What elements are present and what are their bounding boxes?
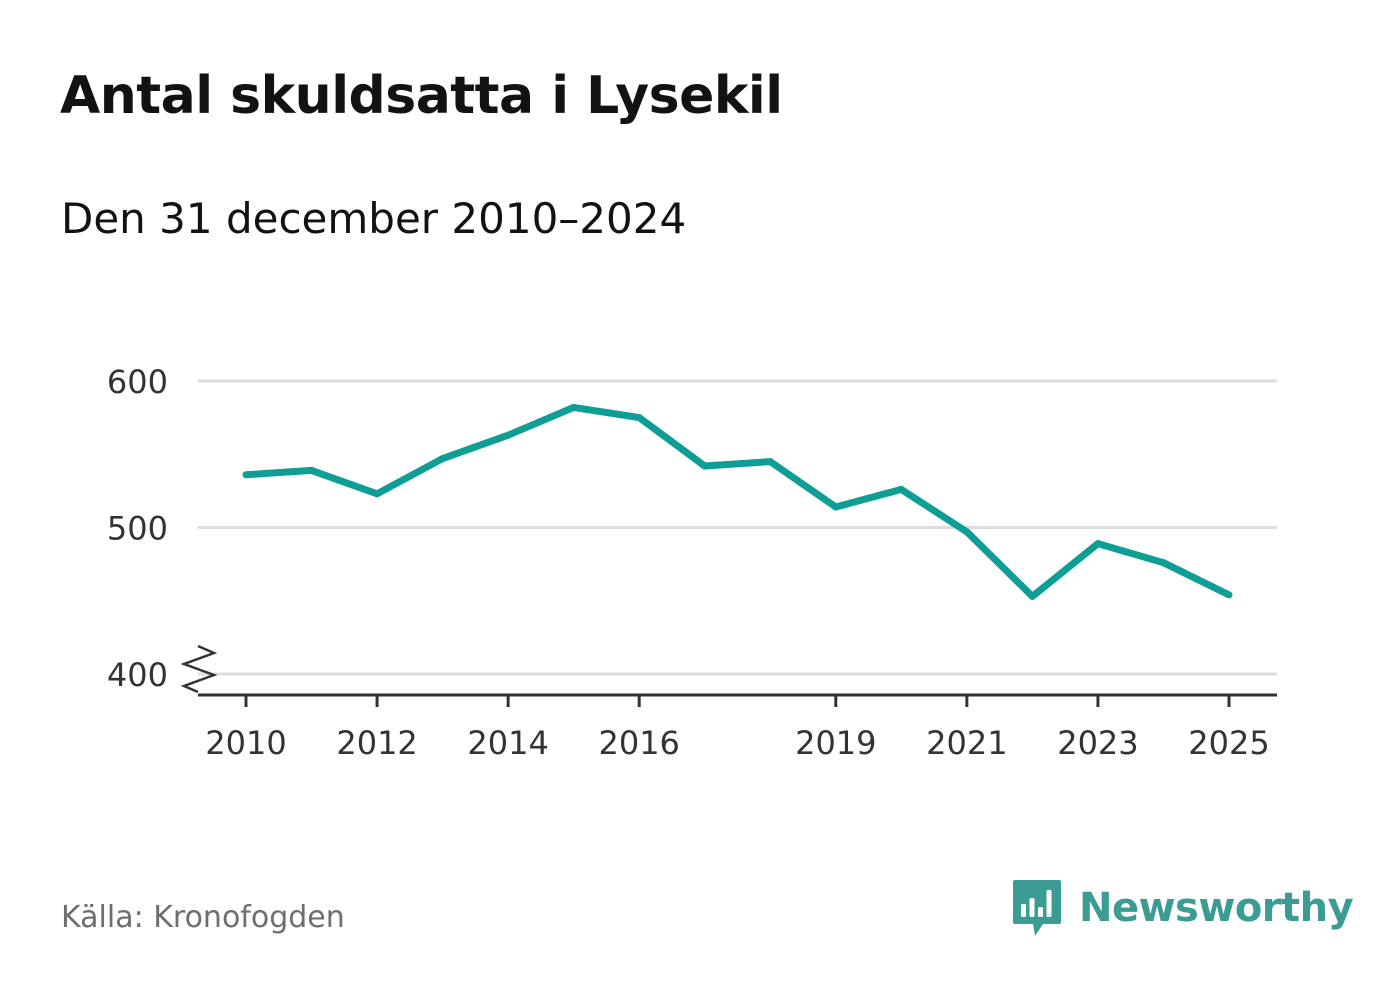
data-point-2016 [635,414,643,422]
data-point-2023 [1094,540,1102,548]
data-point-2017 [701,462,709,470]
x-tick-label: 2023 [1057,724,1138,762]
y-tick-label: 600 [107,363,168,401]
data-point-2021 [963,528,971,536]
x-tick-label: 2025 [1188,724,1269,762]
x-tick-label: 2014 [467,724,548,762]
chart-subtitle: Den 31 december 2010–2024 [61,194,687,243]
data-point-2024 [1159,559,1167,567]
data-point-2018 [766,458,774,466]
data-point-2010 [242,471,250,479]
y-tick-label: 400 [107,656,168,694]
y-tick-label: 500 [107,510,168,548]
data-point-2022 [1028,592,1036,600]
newsworthy-bar-chart-icon [1013,880,1061,936]
y-axis-break-icon [180,644,218,694]
x-tick-label: 2012 [336,724,417,762]
data-point-2011 [308,466,316,474]
data-point-2015 [570,403,578,411]
data-point-2014 [504,431,512,439]
newsworthy-logo[interactable]: Newsworthy [1011,878,1354,938]
data-point-2019 [832,503,840,511]
data-point-2013 [439,455,447,463]
x-tick-label: 2016 [598,724,679,762]
source-note: Källa: Kronofogden [61,900,345,935]
data-point-2012 [373,490,381,498]
brand-name: Newsworthy [1079,885,1354,931]
series-line-0 [245,403,1231,600]
x-tick-label: 2021 [926,724,1007,762]
chart-title: Antal skuldsatta i Lysekil [60,66,783,126]
x-tick-label: 2019 [795,724,876,762]
data-point-2020 [897,485,905,493]
x-tick-label: 2010 [205,724,286,762]
data-point-2025 [1225,591,1233,599]
